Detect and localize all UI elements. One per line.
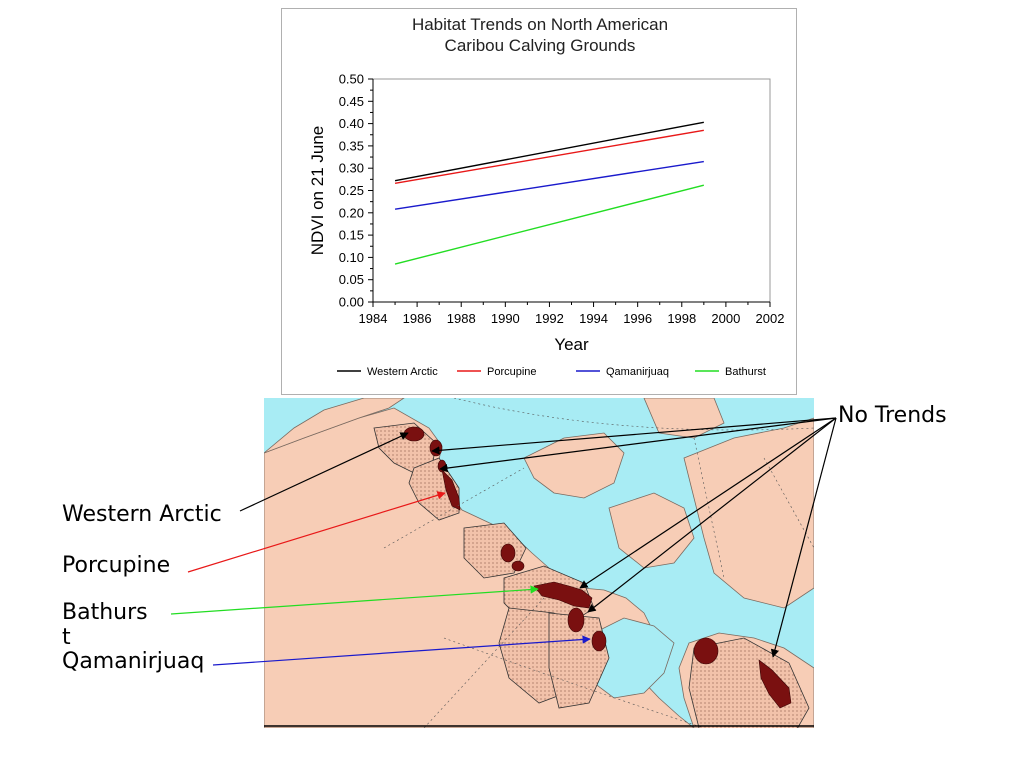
y-tick-label: 0.05 — [339, 272, 364, 287]
map-graphic — [264, 398, 814, 728]
y-tick-label: 0.20 — [339, 205, 364, 220]
x-tick-label: 1986 — [403, 311, 432, 326]
x-tick-label: 1998 — [667, 311, 696, 326]
range-central-1 — [463, 522, 527, 579]
y-tick-label: 0.25 — [339, 183, 364, 198]
chart-title-line: Habitat Trends on North American — [412, 15, 668, 34]
x-tick-label: 1988 — [447, 311, 476, 326]
legend-label: Bathurst — [725, 366, 766, 378]
plot-area — [372, 78, 771, 303]
x-axis-label: Year — [554, 335, 589, 354]
x-tick-label: 1990 — [491, 311, 520, 326]
y-tick-label: 0.00 — [339, 295, 364, 310]
legend-label: Qamanirjuaq — [606, 366, 669, 378]
bathurst-label-part2: t — [62, 625, 71, 650]
x-tick-label: 1996 — [623, 311, 652, 326]
qamanirjuaq-label: Qamanirjuaq — [62, 649, 205, 674]
legend-label: Western Arctic — [367, 366, 438, 378]
y-axis-label: NDVI on 21 June — [308, 126, 327, 255]
y-tick-label: 0.40 — [339, 116, 364, 131]
y-tick-label: 0.30 — [339, 161, 364, 176]
x-tick-label: 2000 — [711, 311, 740, 326]
porcupine-label: Porcupine — [62, 553, 171, 578]
x-tick-label: 1994 — [579, 311, 608, 326]
western-arctic-label: Western Arctic — [62, 502, 222, 527]
legend-label: Porcupine — [487, 366, 537, 378]
y-tick-label: 0.45 — [339, 94, 364, 109]
no-trends-label: No Trends — [838, 403, 947, 428]
series-line — [394, 129, 704, 185]
y-tick-label: 0.50 — [339, 72, 364, 87]
ndvi-line-chart: Habitat Trends on North American Caribou … — [308, 15, 785, 378]
y-tick-label: 0.35 — [339, 138, 364, 153]
chart-panel: Habitat Trends on North American Caribou … — [281, 8, 797, 395]
bathurst-label-part1: Bathurs — [62, 600, 148, 625]
y-tick-label: 0.10 — [339, 250, 364, 265]
x-tick-label: 1984 — [359, 311, 388, 326]
x-tick-label: 1992 — [535, 311, 564, 326]
series-line — [394, 160, 704, 210]
x-tick-label: 2002 — [756, 311, 785, 326]
caribou-range-map — [264, 398, 814, 728]
series-line — [394, 121, 704, 182]
chart-title-line: Caribou Calving Grounds — [445, 36, 636, 55]
y-tick-label: 0.15 — [339, 228, 364, 243]
series-line — [394, 184, 705, 265]
